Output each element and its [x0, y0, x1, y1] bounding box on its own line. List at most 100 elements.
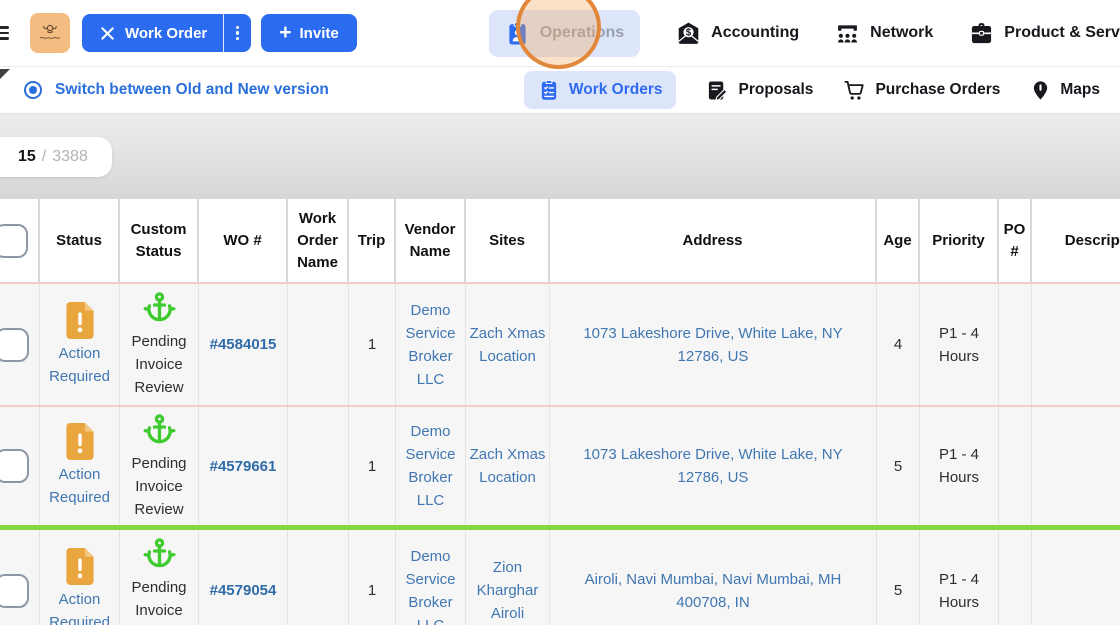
custom-status-cell: Pending Invoice Review [120, 284, 199, 405]
company-logo[interactable] [30, 13, 70, 53]
cart-icon [843, 79, 866, 102]
description-cell [1032, 407, 1120, 525]
status-label[interactable]: Action Required [49, 344, 110, 385]
tab-purchase-orders[interactable]: Purchase Orders [843, 79, 1000, 102]
column-header-address[interactable]: Address [550, 199, 877, 282]
wo-number-link[interactable]: #4579661 [209, 457, 277, 475]
column-header-age[interactable]: Age [877, 199, 920, 282]
nav-products-services[interactable]: Product & Serv [969, 21, 1120, 46]
priority-cell: P1 - 4 Hours [920, 284, 999, 405]
clipboard-list-icon [538, 79, 560, 101]
po-number-cell [999, 530, 1032, 625]
status-label[interactable]: Action Required [49, 590, 110, 625]
table-row[interactable]: Action Required Pending Invoice Review #… [0, 407, 1120, 530]
column-header-wo-number[interactable]: WO # [199, 199, 288, 282]
wo-number-cell: #4579661 [199, 407, 288, 525]
vendor-name-cell: Demo Service Broker LLC [396, 530, 466, 625]
column-header-trip[interactable]: Trip [349, 199, 396, 282]
column-header-status[interactable]: Status [40, 199, 120, 282]
work-order-name-cell [288, 407, 349, 525]
address-cell: 1073 Lakeshore Drive, White Lake, NY 127… [550, 407, 877, 525]
invite-button[interactable]: + Invite [261, 14, 357, 52]
vendor-name-link[interactable]: Demo Service Broker LLC [405, 301, 456, 388]
tab-proposals-label: Proposals [738, 81, 814, 98]
age-cell: 4 [877, 284, 920, 405]
nav-accounting[interactable]: $ Accounting [676, 21, 799, 46]
counter-separator: / [41, 148, 47, 165]
nav-operations[interactable]: Operations [488, 9, 641, 57]
address-link[interactable]: 1073 Lakeshore Drive, White Lake, NY 127… [583, 446, 843, 486]
table-header-row: Status Custom Status WO # Work Order Nam… [0, 199, 1120, 284]
column-header-custom-status[interactable]: Custom Status [120, 199, 199, 282]
anchor-icon [142, 290, 177, 327]
age-cell: 5 [877, 407, 920, 525]
work-order-more-button[interactable] [223, 14, 252, 52]
vendor-name-cell: Demo Service Broker LLC [396, 407, 466, 525]
table-row[interactable]: Action Required Pending Invoice Review #… [0, 284, 1120, 407]
wo-number-cell: #4579054 [199, 530, 288, 625]
nav-operations-label: Operations [539, 24, 625, 41]
document-pen-icon [706, 79, 729, 102]
envelope-dollar-icon: $ [676, 21, 701, 46]
site-link[interactable]: Zach Xmas Location [469, 446, 546, 486]
table-row[interactable]: Action Required Pending Invoice Review #… [0, 530, 1120, 625]
corner-artifact [0, 69, 10, 82]
row-checkbox[interactable] [0, 573, 29, 608]
top-toolbar: Work Order + Invite Operation [0, 0, 1120, 69]
status-cell: Action Required [40, 284, 120, 405]
custom-status-label: Pending Invoice Review [131, 579, 187, 619]
wo-number-link[interactable]: #4584015 [209, 336, 277, 353]
tab-proposals[interactable]: Proposals [706, 79, 813, 102]
address-cell: Airoli, Navi Mumbai, Navi Mumbai, MH 400… [550, 530, 877, 625]
kebab-icon [236, 25, 240, 29]
column-header-work-order-name[interactable]: Work Order Name [288, 199, 349, 282]
svg-text:$: $ [686, 27, 692, 38]
priority-cell: P1 - 4 Hours [920, 407, 999, 525]
secondary-toolbar: Switch between Old and New version Wor [0, 67, 1120, 114]
briefcase-icon [969, 21, 994, 46]
status-cell: Action Required [40, 530, 120, 625]
site-link[interactable]: Zion Kharghar Airoli [476, 559, 539, 622]
tab-work-orders[interactable]: Work Orders [523, 71, 677, 109]
column-header-vendor-name[interactable]: Vendor Name [396, 199, 466, 282]
row-checkbox[interactable] [0, 327, 29, 362]
work-order-button[interactable]: Work Order [82, 14, 224, 52]
vendor-name-link[interactable]: Demo Service Broker LLC [405, 423, 456, 509]
logo-emblem-icon [39, 24, 61, 39]
menu-icon[interactable] [0, 26, 9, 40]
age-cell: 5 [877, 530, 920, 625]
sites-cell: Zach Xmas Location [466, 284, 550, 405]
select-all-checkbox[interactable] [0, 223, 28, 258]
vendor-name-link[interactable]: Demo Service Broker LLC [405, 547, 456, 625]
address-link[interactable]: Airoli, Navi Mumbai, Navi Mumbai, MH 400… [584, 570, 842, 611]
column-header-priority[interactable]: Priority [920, 199, 999, 282]
trip-cell: 1 [349, 407, 396, 525]
nav-products-services-label: Product & Serv [1004, 24, 1120, 41]
row-checkbox[interactable] [0, 449, 29, 483]
status-label[interactable]: Action Required [49, 466, 110, 506]
vendor-name-cell: Demo Service Broker LLC [396, 284, 466, 405]
plus-icon: + [279, 20, 292, 44]
column-header-description[interactable]: Description [1032, 199, 1120, 282]
site-link[interactable]: Zach Xmas Location [469, 324, 546, 365]
anchor-icon [142, 536, 177, 573]
version-switch-link[interactable]: Switch between Old and New version [24, 81, 329, 99]
tab-maps[interactable]: Maps [1030, 80, 1100, 101]
document-alert-icon [65, 423, 95, 460]
address-link[interactable]: 1073 Lakeshore Drive, White Lake, NY 127… [583, 324, 843, 365]
org-people-icon [835, 21, 860, 46]
map-pin-icon [1030, 80, 1051, 101]
trip-cell: 1 [349, 530, 396, 625]
column-header-sites[interactable]: Sites [466, 199, 550, 282]
address-cell: 1073 Lakeshore Drive, White Lake, NY 127… [550, 284, 877, 405]
wo-number-link[interactable]: #4579054 [209, 582, 277, 599]
nav-network[interactable]: Network [835, 21, 933, 46]
header-checkbox-cell [0, 199, 40, 282]
custom-status-label: Pending Invoice Review [131, 333, 187, 396]
status-cell: Action Required [40, 407, 120, 525]
tab-work-orders-label: Work Orders [568, 81, 663, 98]
radio-icon [24, 81, 42, 99]
column-header-po-number[interactable]: PO # [999, 199, 1032, 282]
work-order-button-label: Work Order [125, 24, 208, 42]
tab-maps-label: Maps [1060, 81, 1100, 98]
